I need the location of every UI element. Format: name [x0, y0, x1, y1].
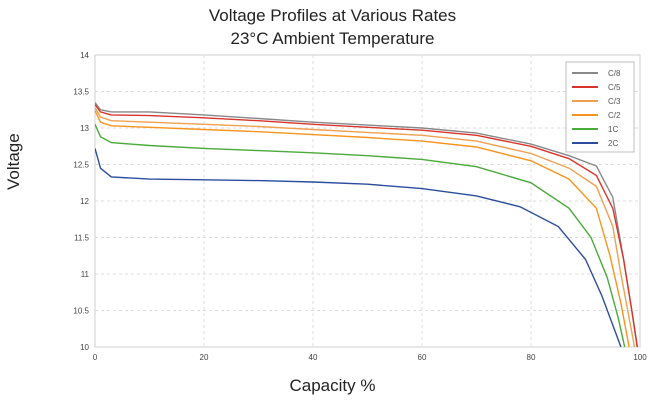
series-line-2c [95, 148, 622, 347]
series-line-c-2 [95, 110, 630, 347]
x-tick-label: 100 [633, 353, 647, 362]
legend-label: C/8 [608, 69, 621, 78]
x-tick-label: 20 [200, 353, 209, 362]
series-line-1c [95, 124, 626, 347]
y-tick-label: 14 [80, 51, 89, 60]
y-tick-label: 13.5 [73, 88, 89, 97]
x-axis-label: Capacity % [289, 376, 376, 395]
chart-title: Voltage Profiles at Various Rates [208, 6, 457, 25]
y-tick-label: 10 [80, 343, 89, 352]
legend-label: C/2 [608, 111, 621, 120]
series-line-c-3 [95, 107, 636, 347]
x-tick-label: 80 [527, 353, 536, 362]
y-tick-label: 10.5 [73, 307, 89, 316]
x-tick-label: 40 [309, 353, 318, 362]
x-tick-label: 0 [93, 353, 98, 362]
legend-label: 1C [608, 125, 618, 134]
y-tick-label: 11 [81, 270, 90, 279]
legend-label: 2C [608, 139, 618, 148]
y-tick-label: 13 [80, 124, 89, 133]
y-tick-label: 12 [80, 197, 89, 206]
legend-label: C/3 [608, 97, 621, 106]
series-line-c-8 [95, 102, 638, 347]
series-line-c-5 [95, 104, 638, 347]
legend-box [565, 61, 635, 153]
y-tick-label: 12.5 [73, 161, 89, 170]
chart-subtitle: 23°C Ambient Temperature [230, 29, 435, 48]
legend-label: C/5 [608, 83, 621, 92]
y-tick-label: 11.5 [74, 234, 90, 243]
x-tick-label: 60 [418, 353, 427, 362]
